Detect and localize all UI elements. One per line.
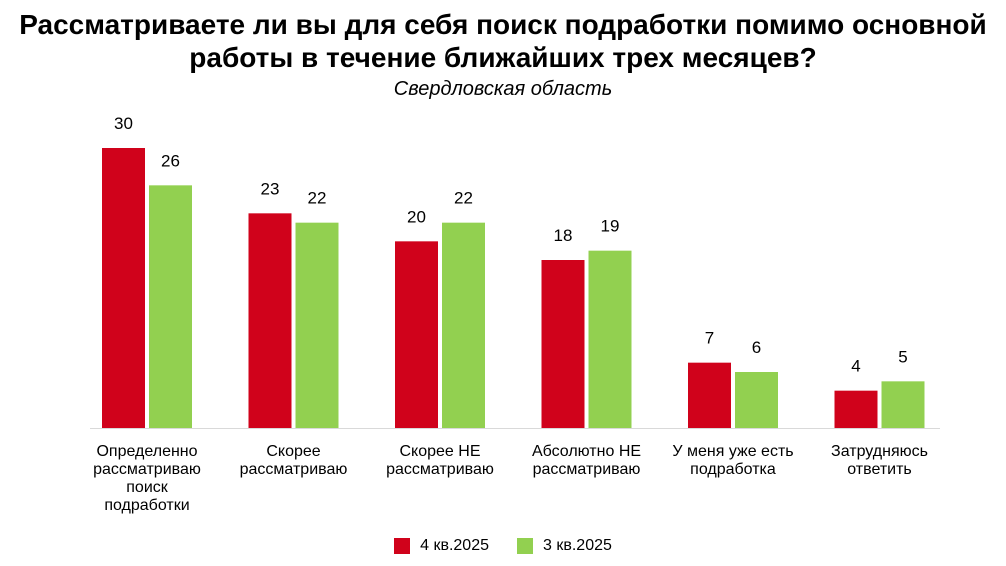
category-label-2: Скорее рассматриваю xyxy=(240,443,348,478)
bar-series-1-cat-5 xyxy=(688,362,731,428)
data-label-series-2-cat-5: 6 xyxy=(752,338,761,357)
bar-chart: 30 26 Определенно рассматриваю поиск подработ… xyxy=(90,114,940,514)
bar-series-2-cat-6 xyxy=(881,381,925,428)
data-label-series-2-cat-6: 5 xyxy=(898,347,907,366)
bar-series-1-cat-1 xyxy=(102,148,145,428)
bar-series-2-cat-3 xyxy=(442,222,485,428)
legend-item-series-1: 4 кв.2025 xyxy=(394,537,489,555)
legend-label-series-1: 4 кв.2025 xyxy=(420,537,489,554)
category-label-6: Затрудняюсь ответить xyxy=(831,443,928,478)
chart-subtitle: Свердловская область xyxy=(393,78,613,100)
data-label-series-1-cat-6: 4 xyxy=(851,357,860,376)
category-label-1: Определенно рассматриваю поиск подработки xyxy=(93,443,201,514)
bar-series-2-cat-4 xyxy=(588,250,632,428)
data-label-series-1-cat-5: 7 xyxy=(705,329,714,348)
category-label-4: Абсолютно НЕ рассматриваю xyxy=(532,443,641,478)
chart-title: Рассматриваете ли вы для себя поиск подр… xyxy=(19,9,987,73)
data-label-series-1-cat-3: 20 xyxy=(407,207,426,226)
bar-series-1-cat-2 xyxy=(248,213,292,428)
data-label-series-2-cat-2: 22 xyxy=(308,189,327,208)
data-label-series-1-cat-2: 23 xyxy=(261,179,280,198)
bar-series-2-cat-2 xyxy=(295,222,339,428)
bar-series-1-cat-6 xyxy=(834,390,878,428)
bar-series-2-cat-5 xyxy=(735,372,778,428)
data-label-series-2-cat-3: 22 xyxy=(454,189,473,208)
legend-swatch-series-1 xyxy=(394,538,411,554)
bar-series-1-cat-3 xyxy=(395,241,438,428)
bar-series-1-cat-4 xyxy=(541,260,585,428)
category-label-5: У меня уже есть подработка xyxy=(672,443,793,478)
data-label-series-1-cat-1: 30 xyxy=(114,114,133,133)
legend-label-series-2: 3 кв.2025 xyxy=(543,537,612,554)
data-label-series-2-cat-1: 26 xyxy=(161,151,180,170)
bar-series-2-cat-1 xyxy=(149,185,192,428)
legend-item-series-2: 3 кв.2025 xyxy=(517,537,612,555)
data-label-series-2-cat-4: 19 xyxy=(601,217,620,236)
category-label-3: Скорее НЕ рассматриваю xyxy=(386,443,494,478)
legend: 4 кв.2025 3 кв.2025 xyxy=(0,537,1006,555)
data-label-series-1-cat-4: 18 xyxy=(554,226,573,245)
legend-swatch-series-2 xyxy=(517,538,533,554)
